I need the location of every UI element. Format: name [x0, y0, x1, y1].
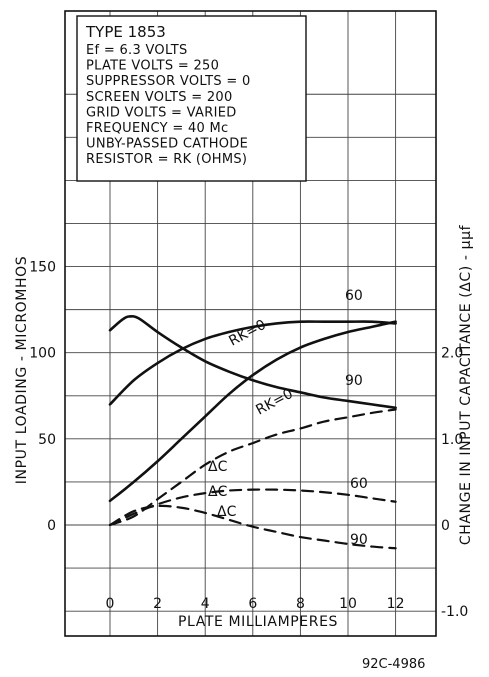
x-tick-label: 10 [339, 596, 357, 612]
series-label: RK=0 [253, 386, 295, 419]
spec-line: Ef = 6.3 VOLTS [86, 43, 188, 58]
y-right-axis-title: CHANGE IN INPUT CAPACITANCE (ΔC) - μμf [458, 224, 474, 545]
y-left-tick-label: 0 [47, 518, 56, 534]
y-left-tick-label: 150 [29, 260, 56, 276]
series-line-dashed-4 [108, 488, 397, 527]
series-label: 90 [350, 532, 368, 548]
series-line-solid-2 [108, 314, 397, 410]
figure-id: 92C-4986 [362, 657, 425, 672]
y-right-tick-label: 2.0 [441, 346, 463, 362]
series-label: 60 [345, 288, 363, 304]
chart-title: TYPE 1853 [85, 23, 166, 41]
y-right-tick-label: 1.0 [441, 432, 463, 448]
x-tick-label: 0 [106, 596, 115, 612]
x-axis-title: PLATE MILLIAMPERES [178, 614, 338, 630]
plot-frame [64, 10, 437, 637]
series-label: RK=0 [226, 317, 268, 350]
y-right-tick-label: 0 [441, 518, 450, 534]
x-tick-label: 8 [296, 596, 305, 612]
spec-line: SCREEN VOLTS = 200 [86, 90, 233, 105]
delta-c-label: ΔC [217, 504, 237, 520]
spec-line: SUPPRESSOR VOLTS = 0 [86, 74, 251, 89]
delta-c-label: ΔC [208, 484, 228, 500]
spec-line: GRID VOLTS = VARIED [86, 105, 237, 120]
series-label: 60 [350, 476, 368, 492]
x-tick-label: 2 [153, 596, 162, 612]
spec-line: RESISTOR = RK (OHMS) [86, 152, 247, 167]
delta-c-label: ΔC [208, 459, 228, 475]
series-line-solid-1 [108, 320, 397, 406]
spec-box [76, 15, 307, 182]
x-tick-label: 4 [201, 596, 210, 612]
spec-line: PLATE VOLTS = 250 [86, 59, 219, 74]
y-left-tick-labels: 0 50 100 150 [29, 260, 56, 534]
series-line-dashed-5 [108, 504, 397, 550]
spec-line: FREQUENCY = 40 Mc [86, 121, 229, 136]
series-label: 90 [345, 373, 363, 389]
y-left-axis-title: INPUT LOADING - MICROMHOS [14, 256, 30, 484]
y-left-tick-label: 50 [38, 432, 56, 448]
spec-line: UNBY-PASSED CATHODE [86, 137, 248, 152]
y-left-tick-label: 100 [29, 346, 56, 362]
y-right-tick-labels: -1.0 0 1.0 2.0 [441, 346, 468, 621]
curves [108, 314, 397, 550]
x-tick-labels: 0 2 4 6 8 10 12 [106, 596, 405, 612]
series-line-dashed-3 [108, 408, 397, 527]
x-tick-label: 6 [248, 596, 257, 612]
series-line-solid-0 [108, 320, 397, 503]
x-tick-label: 12 [387, 596, 405, 612]
y-right-tick-label: -1.0 [441, 604, 468, 620]
